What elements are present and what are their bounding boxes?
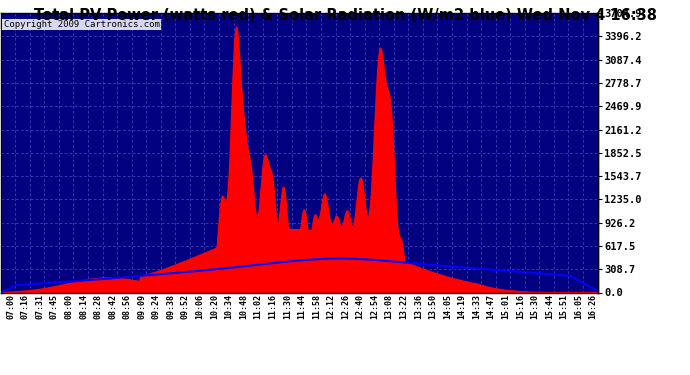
Text: 12:12: 12:12 [326, 294, 335, 320]
Text: 11:30: 11:30 [283, 294, 292, 320]
Text: Copyright 2009 Cartronics.com: Copyright 2009 Cartronics.com [3, 20, 159, 29]
Text: 15:51: 15:51 [560, 294, 569, 320]
Text: 15:01: 15:01 [501, 294, 510, 320]
Text: 08:00: 08:00 [64, 294, 73, 320]
Text: 13:50: 13:50 [428, 294, 437, 320]
Text: 07:16: 07:16 [21, 294, 30, 320]
Text: Total PV Power (watts red) & Solar Radiation (W/m2 blue) Wed Nov 4 16:38: Total PV Power (watts red) & Solar Radia… [34, 8, 656, 23]
Text: 09:09: 09:09 [137, 294, 146, 320]
Text: 16:26: 16:26 [589, 294, 598, 320]
Text: 15:16: 15:16 [515, 294, 525, 320]
Text: 16:05: 16:05 [574, 294, 583, 320]
Text: 06:45: 06:45 [0, 294, 1, 320]
Text: 07:00: 07:00 [6, 294, 15, 320]
Text: 12:26: 12:26 [341, 294, 350, 320]
Text: 13:08: 13:08 [385, 294, 394, 320]
Text: 15:30: 15:30 [531, 294, 540, 320]
Text: 14:47: 14:47 [486, 294, 495, 320]
Text: 11:16: 11:16 [268, 294, 277, 320]
Text: 09:24: 09:24 [152, 294, 161, 320]
Text: 10:34: 10:34 [225, 294, 234, 320]
Text: 08:42: 08:42 [108, 294, 117, 320]
Text: 12:54: 12:54 [370, 294, 380, 320]
Text: 14:33: 14:33 [472, 294, 481, 320]
Text: 11:58: 11:58 [312, 294, 321, 320]
Text: 14:05: 14:05 [443, 294, 452, 320]
Text: 08:14: 08:14 [79, 294, 88, 320]
Text: 08:56: 08:56 [123, 294, 132, 320]
Text: 08:28: 08:28 [94, 294, 103, 320]
Text: 12:40: 12:40 [355, 294, 364, 320]
Text: 07:31: 07:31 [35, 294, 44, 320]
Text: 07:45: 07:45 [50, 294, 59, 320]
Text: 14:19: 14:19 [457, 294, 466, 320]
Text: 13:22: 13:22 [400, 294, 408, 320]
Text: 10:48: 10:48 [239, 294, 248, 320]
Text: 13:36: 13:36 [414, 294, 423, 320]
Text: 09:38: 09:38 [166, 294, 175, 320]
Text: 15:44: 15:44 [545, 294, 554, 320]
Text: 09:52: 09:52 [181, 294, 190, 320]
Text: 10:06: 10:06 [195, 294, 204, 320]
Text: 11:02: 11:02 [254, 294, 263, 320]
Text: 11:44: 11:44 [297, 294, 306, 320]
Text: 10:20: 10:20 [210, 294, 219, 320]
